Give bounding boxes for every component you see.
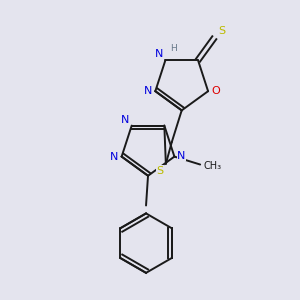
Text: CH₃: CH₃ bbox=[203, 160, 221, 170]
Text: N: N bbox=[155, 49, 164, 59]
Text: H: H bbox=[170, 44, 177, 53]
Text: S: S bbox=[218, 26, 225, 36]
Text: N: N bbox=[144, 86, 152, 96]
Text: N: N bbox=[110, 152, 119, 162]
Text: N: N bbox=[122, 115, 130, 124]
Text: S: S bbox=[157, 166, 164, 176]
Text: N: N bbox=[177, 151, 186, 160]
Text: O: O bbox=[211, 86, 220, 96]
